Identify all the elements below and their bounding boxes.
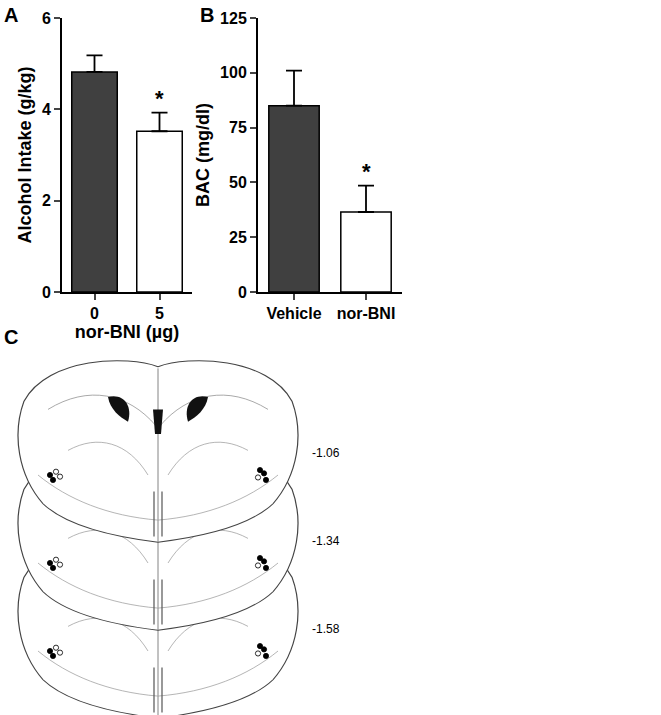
svg-text:-1.06: -1.06 bbox=[312, 446, 340, 460]
svg-text:75: 75 bbox=[229, 119, 247, 136]
svg-text:0: 0 bbox=[238, 284, 247, 301]
svg-text:nor-BNI: nor-BNI bbox=[337, 305, 396, 322]
svg-text:-1.58: -1.58 bbox=[312, 622, 340, 636]
svg-text:Vehicle: Vehicle bbox=[266, 305, 321, 322]
svg-text:-1.34: -1.34 bbox=[312, 534, 340, 548]
svg-text:25: 25 bbox=[229, 229, 247, 246]
svg-text:B: B bbox=[200, 4, 214, 26]
svg-text:nor-BNI (µg): nor-BNI (µg) bbox=[75, 322, 179, 342]
svg-text:Alcohol Intake (g/kg): Alcohol Intake (g/kg) bbox=[15, 66, 35, 243]
svg-text:BAC (mg/dl): BAC (mg/dl) bbox=[193, 103, 213, 207]
svg-text:125: 125 bbox=[220, 10, 247, 27]
svg-text:2: 2 bbox=[42, 192, 51, 209]
svg-text:*: * bbox=[155, 86, 164, 111]
svg-text:5: 5 bbox=[155, 305, 164, 322]
svg-text:0: 0 bbox=[90, 305, 99, 322]
svg-text:A: A bbox=[4, 4, 18, 26]
svg-text:6: 6 bbox=[42, 10, 51, 27]
svg-text:C: C bbox=[4, 326, 18, 348]
svg-text:4: 4 bbox=[42, 101, 51, 118]
svg-text:50: 50 bbox=[229, 174, 247, 191]
svg-text:0: 0 bbox=[42, 284, 51, 301]
svg-text:*: * bbox=[362, 159, 371, 184]
svg-text:100: 100 bbox=[220, 64, 247, 81]
